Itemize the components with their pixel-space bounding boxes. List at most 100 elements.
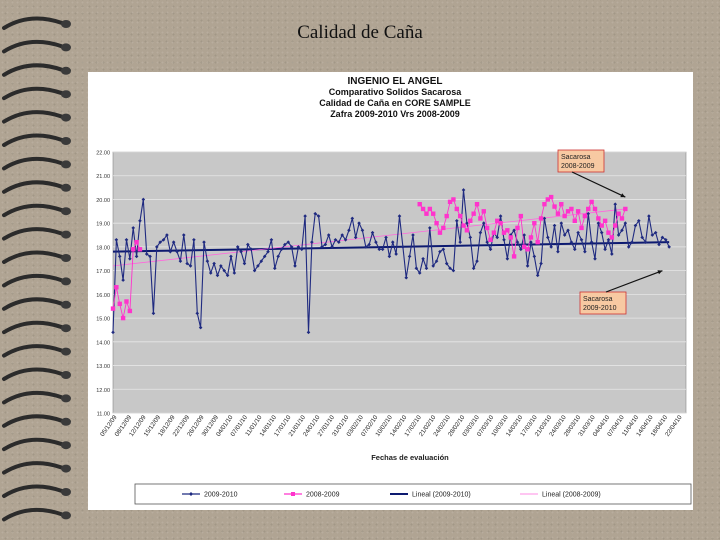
binding-wire	[2, 273, 64, 288]
legend-item: Lineal (2008-2009)	[520, 492, 601, 499]
series-2009-2010-point	[340, 233, 344, 237]
series-2008-2009-point	[444, 213, 449, 219]
series-2008-2009-point	[451, 197, 456, 202]
series-2009-2010-point	[128, 256, 132, 261]
y-tick-label: 13.00	[96, 364, 110, 370]
series-2009-2010-point	[576, 230, 580, 235]
binding-wire	[2, 63, 64, 77]
series-2009-2010-point	[471, 266, 476, 271]
series-2009-2010-point	[626, 245, 631, 249]
series-2008-2009-point	[532, 220, 537, 226]
series-2009-2010-point	[316, 214, 321, 218]
annotation-text: 2009-2010	[583, 305, 617, 312]
series-2009-2010-point	[397, 214, 402, 218]
binding-ring	[2, 461, 71, 475]
y-tick-label: 11.00	[97, 412, 110, 418]
binding-wire	[2, 367, 64, 381]
binding-ring	[2, 320, 71, 335]
series-2008-2009-point	[518, 213, 524, 219]
series-2009-2010-point	[407, 254, 412, 259]
series-2009-2010-point	[515, 240, 520, 244]
binding-wire	[2, 390, 64, 405]
series-2009-2010-point	[505, 256, 510, 261]
annotation-arrow	[571, 171, 626, 198]
binding-hole	[61, 300, 71, 309]
binding-ring	[2, 414, 71, 428]
binding-ring	[2, 86, 71, 101]
series-2009-2010-point	[640, 235, 644, 240]
series-2009-2010-point	[465, 221, 469, 225]
series-2009-2010-point	[498, 214, 503, 218]
annotation-arrow	[605, 270, 663, 293]
series-2009-2010-point	[188, 264, 193, 268]
series-2009-2010-point	[266, 249, 270, 254]
binding-wire	[2, 39, 64, 54]
binding-hole	[61, 464, 71, 473]
series-2009-2010-point	[417, 271, 422, 275]
series-2008-2009-point	[427, 206, 433, 212]
series-2009-2010-point	[144, 252, 149, 256]
binding-ring	[2, 344, 71, 358]
series-2009-2010-point	[569, 240, 574, 244]
series-2009-2010-point	[650, 233, 655, 237]
series-2009-2010-point	[350, 216, 355, 221]
series-2009-2010-point	[562, 233, 567, 237]
series-2009-2010-point	[279, 247, 284, 252]
series-2008-2009-point	[134, 239, 139, 245]
series-2009-2010-point	[205, 259, 210, 263]
series-2009-2010-point	[114, 237, 119, 242]
y-tick-label: 14.00	[96, 340, 110, 346]
series-2009-2010-point	[272, 266, 277, 271]
binding-ring	[2, 297, 71, 311]
binding-ring	[2, 39, 71, 54]
series-2009-2010-point	[155, 245, 159, 249]
series-2009-2010-point	[603, 247, 607, 252]
binding-hole	[61, 277, 71, 286]
series-2009-2010-point	[360, 228, 365, 233]
series-2009-2010-point	[647, 214, 651, 218]
y-tick-label: 21.00	[96, 174, 110, 180]
series-2009-2010-point	[286, 240, 291, 244]
series-2008-2009-point	[548, 194, 554, 200]
y-tick-label: 17.00	[96, 269, 110, 275]
series-2009-2010-point	[293, 264, 297, 268]
binding-hole	[61, 137, 71, 145]
series-2009-2010-point	[667, 245, 671, 249]
series-2008-2009-point	[137, 247, 143, 252]
binding-hole	[61, 347, 71, 356]
series-2009-2010-point	[566, 228, 570, 233]
legend-item: 2009-2010	[182, 492, 238, 499]
series-2008-2009-point	[552, 204, 557, 209]
series-2009-2010-point	[660, 235, 665, 240]
series-2009-2010-point	[276, 254, 280, 259]
series-2008-2009-point	[525, 247, 530, 252]
series-2009-2010-point	[158, 240, 162, 244]
y-tick-label: 20.00	[96, 198, 110, 204]
binding-wire	[2, 344, 64, 358]
series-2008-2009-point	[454, 206, 459, 212]
binding-hole	[61, 113, 71, 122]
series-2009-2010-point	[111, 330, 115, 335]
series-2008-2009-point	[609, 235, 615, 240]
series-2009-2010-point	[192, 237, 196, 242]
series-2008-2009-point	[586, 206, 591, 212]
series-2008-2009-point	[555, 211, 561, 216]
series-2009-2010-point	[310, 240, 314, 244]
series-2008-2009-point	[488, 237, 493, 242]
binding-ring	[2, 227, 71, 241]
series-2009-2010-point	[481, 221, 486, 225]
series-2009-2010-point	[475, 259, 479, 263]
binding-ring	[2, 63, 71, 77]
series-2009-2010-point	[249, 247, 253, 252]
series-2009-2010-point	[246, 242, 250, 247]
series-2008-2009-point	[127, 308, 133, 314]
binding-ring	[2, 180, 71, 194]
chart-title: INGENIO EL ANGEL Comparativo Solidos Sac…	[305, 76, 485, 120]
series-2009-2010-point	[353, 235, 358, 240]
series-2009-2010-point	[495, 235, 500, 240]
series-2009-2010-point	[572, 247, 577, 252]
series-2009-2010-point	[529, 240, 533, 244]
binding-wire	[2, 180, 64, 194]
series-2009-2010-point	[488, 247, 493, 252]
